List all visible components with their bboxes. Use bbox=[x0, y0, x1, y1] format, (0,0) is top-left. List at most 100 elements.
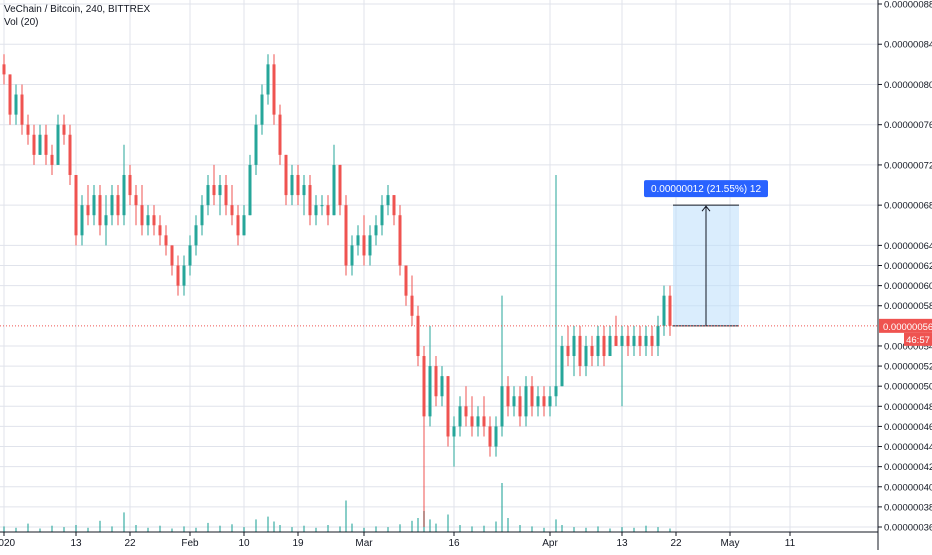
candle-body[interactable] bbox=[164, 235, 168, 246]
candle-body[interactable] bbox=[566, 345, 570, 357]
candle-body[interactable] bbox=[110, 195, 114, 216]
candle-body[interactable] bbox=[494, 426, 498, 447]
candle-body[interactable] bbox=[14, 94, 18, 115]
candle-body[interactable] bbox=[392, 195, 396, 216]
candle-body[interactable] bbox=[248, 164, 252, 216]
candle-body[interactable] bbox=[410, 295, 414, 316]
candle-body[interactable] bbox=[218, 185, 222, 196]
candle-body[interactable] bbox=[578, 335, 582, 367]
candle-body[interactable] bbox=[74, 174, 78, 236]
candle-body[interactable] bbox=[68, 134, 72, 175]
candle-body[interactable] bbox=[200, 205, 204, 226]
candle-body[interactable] bbox=[140, 205, 144, 226]
candle-body[interactable] bbox=[272, 64, 276, 115]
candle-body[interactable] bbox=[362, 235, 366, 256]
candle-body[interactable] bbox=[638, 335, 642, 346]
candle-body[interactable] bbox=[506, 386, 510, 407]
candle-body[interactable] bbox=[56, 124, 60, 165]
candle-body[interactable] bbox=[458, 406, 462, 427]
candle-body[interactable] bbox=[650, 335, 654, 346]
candle-body[interactable] bbox=[656, 325, 660, 346]
candle-body[interactable] bbox=[338, 164, 342, 206]
candle-body[interactable] bbox=[572, 335, 576, 357]
candle-body[interactable] bbox=[80, 205, 84, 236]
candle-body[interactable] bbox=[644, 335, 648, 346]
candle-body[interactable] bbox=[92, 195, 96, 216]
candle-body[interactable] bbox=[554, 386, 558, 397]
candle-body[interactable] bbox=[614, 335, 618, 346]
candle-body[interactable] bbox=[206, 185, 210, 206]
candle-body[interactable] bbox=[512, 396, 516, 407]
candle-body[interactable] bbox=[32, 134, 36, 155]
candle-body[interactable] bbox=[170, 245, 174, 266]
candle-body[interactable] bbox=[422, 356, 426, 417]
candle-body[interactable] bbox=[368, 235, 372, 256]
candle-body[interactable] bbox=[374, 225, 378, 236]
candle-body[interactable] bbox=[278, 114, 282, 155]
candle-body[interactable] bbox=[518, 396, 522, 417]
candle-body[interactable] bbox=[290, 174, 294, 196]
candle-body[interactable] bbox=[434, 366, 438, 397]
candle-body[interactable] bbox=[62, 124, 66, 135]
candle-body[interactable] bbox=[332, 164, 336, 216]
candle-body[interactable] bbox=[146, 215, 150, 226]
candle-body[interactable] bbox=[254, 124, 258, 165]
candle-body[interactable] bbox=[560, 345, 564, 387]
candle-body[interactable] bbox=[158, 225, 162, 236]
candle-body[interactable] bbox=[398, 215, 402, 266]
candle-body[interactable] bbox=[440, 376, 444, 397]
candle-body[interactable] bbox=[320, 205, 324, 207]
candle-body[interactable] bbox=[20, 94, 24, 125]
candle-body[interactable] bbox=[308, 185, 312, 216]
candle-body[interactable] bbox=[584, 345, 588, 367]
candle-body[interactable] bbox=[284, 154, 288, 196]
candle-body[interactable] bbox=[662, 295, 666, 326]
candle-body[interactable] bbox=[302, 185, 306, 196]
candle-body[interactable] bbox=[266, 64, 270, 95]
candle-body[interactable] bbox=[470, 416, 474, 427]
candle-body[interactable] bbox=[2, 64, 6, 75]
candle-body[interactable] bbox=[182, 265, 186, 286]
candle-body[interactable] bbox=[44, 134, 48, 155]
candle-body[interactable] bbox=[524, 386, 528, 417]
candle-body[interactable] bbox=[452, 426, 456, 437]
candle-body[interactable] bbox=[296, 174, 300, 196]
candle-body[interactable] bbox=[176, 265, 180, 286]
candle-body[interactable] bbox=[386, 195, 390, 206]
candle-body[interactable] bbox=[224, 185, 228, 206]
candle-body[interactable] bbox=[194, 225, 198, 246]
candle-body[interactable] bbox=[482, 416, 486, 427]
candle-body[interactable] bbox=[428, 366, 432, 417]
candle-body[interactable] bbox=[590, 345, 594, 357]
candle-body[interactable] bbox=[350, 245, 354, 266]
candle-body[interactable] bbox=[602, 335, 606, 357]
candle-body[interactable] bbox=[668, 295, 672, 326]
candle-body[interactable] bbox=[122, 174, 126, 216]
candle-body[interactable] bbox=[26, 124, 30, 135]
candle-body[interactable] bbox=[596, 335, 600, 357]
candle-body[interactable] bbox=[476, 416, 480, 427]
candle-body[interactable] bbox=[344, 205, 348, 266]
candle-body[interactable] bbox=[230, 205, 234, 216]
candle-body[interactable] bbox=[446, 376, 450, 437]
candle-body[interactable] bbox=[626, 335, 630, 346]
candle-body[interactable] bbox=[380, 205, 384, 226]
candle-body[interactable] bbox=[530, 386, 534, 407]
candle-body[interactable] bbox=[8, 74, 12, 115]
candle-body[interactable] bbox=[128, 174, 132, 196]
candle-body[interactable] bbox=[242, 215, 246, 236]
candle-body[interactable] bbox=[620, 335, 624, 346]
candle-body[interactable] bbox=[548, 396, 552, 407]
candle-body[interactable] bbox=[314, 205, 318, 216]
candle-body[interactable] bbox=[608, 335, 612, 357]
candle-body[interactable] bbox=[632, 335, 636, 346]
candle-body[interactable] bbox=[416, 315, 420, 357]
candle-body[interactable] bbox=[38, 134, 42, 155]
candle-body[interactable] bbox=[542, 396, 546, 407]
candle-body[interactable] bbox=[356, 235, 360, 246]
candle-body[interactable] bbox=[326, 205, 330, 216]
candle-body[interactable] bbox=[404, 265, 408, 296]
candle-body[interactable] bbox=[488, 426, 492, 447]
